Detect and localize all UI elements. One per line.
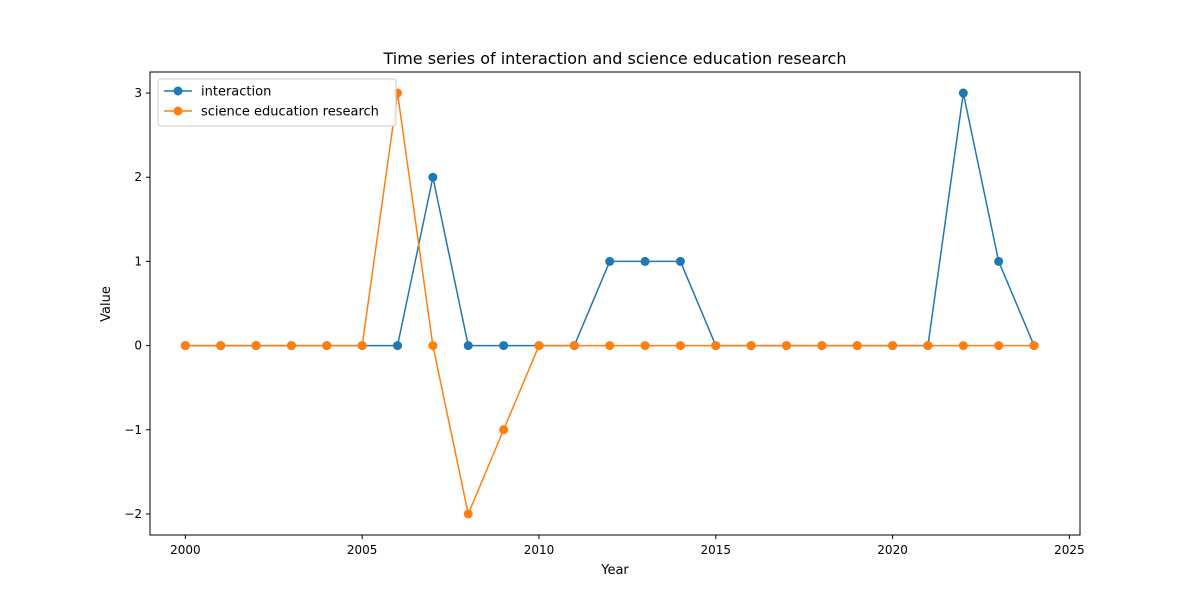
data-point — [640, 256, 650, 266]
x-tick-label: 2005 — [347, 543, 378, 557]
data-point — [180, 341, 190, 351]
data-point — [499, 341, 509, 351]
data-point — [640, 341, 650, 351]
data-point — [711, 341, 721, 351]
data-point — [216, 341, 226, 351]
y-tick-label: 1 — [134, 254, 142, 268]
data-point — [994, 341, 1004, 351]
data-point — [1029, 341, 1039, 351]
data-point — [605, 256, 615, 266]
legend-label: science education research — [201, 105, 379, 120]
x-tick-label: 2025 — [1054, 543, 1085, 557]
plot-area — [180, 88, 1039, 519]
legend: interaction science education research — [157, 78, 397, 127]
legend-item: interaction — [164, 85, 271, 100]
data-point — [393, 341, 403, 351]
data-point — [605, 341, 615, 351]
data-point — [888, 341, 898, 351]
x-tick-label: 2015 — [701, 543, 732, 557]
data-point — [286, 341, 296, 351]
axes-frame — [149, 71, 1081, 536]
data-point — [463, 509, 473, 519]
data-point — [463, 341, 473, 351]
x-tick-label: 2010 — [524, 543, 555, 557]
data-point — [357, 341, 367, 351]
data-point — [994, 256, 1004, 266]
legend-marker — [173, 106, 183, 116]
data-point — [534, 341, 544, 351]
data-point — [746, 341, 756, 351]
data-point — [675, 256, 685, 266]
y-axis: −2 −1 0 1 2 3 — [124, 86, 150, 521]
y-axis-label: Value — [99, 286, 114, 322]
data-point — [322, 341, 332, 351]
data-point — [958, 341, 968, 351]
data-point — [817, 341, 827, 351]
data-point — [923, 341, 933, 351]
legend-label: interaction — [201, 85, 271, 100]
x-axis-label: Year — [600, 563, 629, 578]
legend-marker — [173, 86, 183, 96]
series-1 — [180, 88, 1039, 519]
legend-box — [157, 78, 397, 127]
data-point — [428, 172, 438, 182]
y-tick-label: −1 — [124, 423, 142, 437]
data-point — [569, 341, 579, 351]
y-tick-label: 3 — [134, 86, 142, 100]
x-tick-label: 2000 — [170, 543, 201, 557]
data-point — [958, 88, 968, 98]
legend-item: science education research — [164, 105, 379, 120]
x-axis: 2000 2005 2010 2015 2020 2025 — [170, 535, 1085, 557]
y-tick-label: −2 — [124, 507, 142, 521]
y-tick-label: 0 — [134, 339, 142, 353]
data-point — [428, 341, 438, 351]
x-tick-label: 2020 — [877, 543, 908, 557]
data-point — [675, 341, 685, 351]
y-tick-label: 2 — [134, 170, 142, 184]
data-point — [852, 341, 862, 351]
chart-title: Time series of interaction and science e… — [382, 49, 846, 68]
data-point — [782, 341, 792, 351]
data-point — [499, 425, 509, 435]
data-point — [251, 341, 261, 351]
